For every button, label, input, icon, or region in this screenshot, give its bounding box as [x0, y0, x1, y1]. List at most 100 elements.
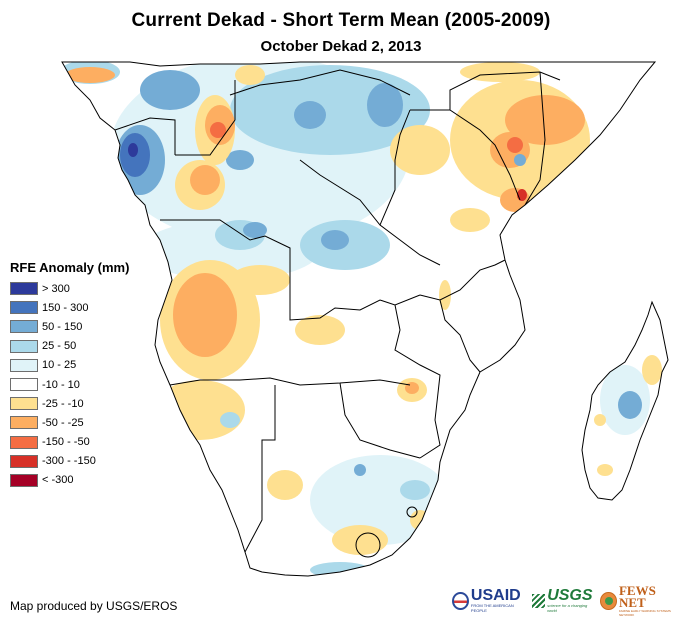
anomaly-patch: [597, 464, 613, 476]
legend-swatch: [10, 320, 38, 334]
border-line: [449, 71, 561, 110]
legend-swatch: [10, 416, 38, 430]
border-line: [524, 71, 546, 206]
anomaly-patch: [230, 265, 290, 295]
border-line: [379, 109, 411, 226]
legend-swatch: [10, 282, 38, 296]
legend-item: -25 - -10: [10, 394, 129, 413]
lesotho-border: [355, 532, 381, 558]
anomaly-patch: [226, 150, 254, 170]
anomaly-patch: [460, 62, 540, 82]
anomaly-layer-madagascar: [594, 355, 662, 476]
legend-swatch: [10, 435, 38, 449]
legend-label: -25 - -10: [42, 397, 84, 410]
anomaly-patch: [594, 414, 606, 426]
legend-item: 50 - 150: [10, 317, 129, 336]
usaid-seal-icon: [452, 592, 469, 610]
usgs-logo: USGS science for a changing world: [532, 587, 594, 613]
anomaly-patch: [220, 412, 240, 428]
usgs-tagline: science for a changing world: [547, 603, 588, 613]
border-line: [169, 377, 411, 386]
anomaly-patch: [505, 95, 585, 145]
anomaly-patch: [128, 143, 138, 157]
swaziland-border: [406, 506, 418, 518]
legend-label: -300 - -150: [42, 455, 96, 468]
anomaly-patch: [390, 125, 450, 175]
anomaly-patch: [310, 562, 370, 576]
legend-swatch: [10, 397, 38, 411]
map-title: Current Dekad - Short Term Mean (2005-20…: [131, 10, 551, 31]
border-line: [339, 382, 421, 459]
legend-label: 10 - 25: [42, 359, 77, 372]
usaid-logo: USAID FROM THE AMERICAN PEOPLE: [452, 587, 526, 613]
legend-label: -50 - -25: [42, 416, 84, 429]
anomaly-patch: [450, 208, 490, 232]
border-line: [394, 304, 441, 459]
legend-label: 25 - 50: [42, 340, 77, 353]
anomaly-patch: [405, 382, 419, 394]
anomaly-patch: [140, 70, 200, 110]
anomaly-layer-mainland: [62, 62, 590, 576]
border-line: [229, 69, 411, 96]
border-line: [439, 299, 481, 373]
legend-item: < -300: [10, 471, 129, 490]
legend-item: 10 - 25: [10, 356, 129, 375]
legend-label: > 300: [42, 282, 70, 295]
anomaly-patch: [243, 222, 267, 238]
anomaly-patch: [642, 355, 662, 385]
border-line: [114, 117, 176, 155]
usaid-name: USAID: [470, 587, 521, 604]
usaid-tagline: FROM THE AMERICAN PEOPLE: [470, 603, 514, 613]
legend-label: 150 - 300: [42, 301, 89, 314]
fewsnet-tagline: FAMINE EARLY WARNING SYSTEMS NETWORK: [618, 609, 671, 617]
usgs-name: USGS: [547, 587, 593, 604]
anomaly-patch: [354, 464, 366, 476]
legend-label: < -300: [42, 474, 74, 487]
anomaly-patch: [439, 280, 451, 310]
legend: RFE Anomaly (mm) > 300 150 - 300 50 - 150 2…: [10, 260, 129, 490]
legend-swatch: [10, 454, 38, 468]
anomaly-patch: [267, 470, 303, 500]
border-line: [175, 80, 236, 156]
anomaly-patch: [65, 67, 115, 83]
border-line: [244, 385, 276, 553]
anomaly-patch: [332, 525, 388, 555]
anomaly-patch: [514, 154, 526, 166]
globe-icon: [600, 592, 617, 610]
legend-label: -10 - 10: [42, 378, 80, 391]
anomaly-patch: [190, 165, 220, 195]
anomaly-patch: [155, 380, 245, 440]
legend-swatch: [10, 339, 38, 353]
anomaly-patch: [410, 510, 430, 530]
legend-item: -150 - -50: [10, 433, 129, 452]
legend-label: -150 - -50: [42, 436, 90, 449]
legend-item: 25 - 50: [10, 337, 129, 356]
credit-text: Map produced by USGS/EROS: [10, 599, 178, 613]
legend-item: -10 - 10: [10, 375, 129, 394]
logo-bar: USAID FROM THE AMERICAN PEOPLE USGS scie…: [452, 583, 682, 617]
usgs-wave-icon: [532, 594, 546, 608]
border-line: [410, 109, 521, 201]
fewsnet-name: FEWS NET: [618, 583, 656, 610]
country-borders: [61, 61, 669, 577]
anomaly-patch: [618, 391, 642, 419]
anomaly-patch: [173, 273, 237, 357]
anomaly-patch: [210, 122, 226, 138]
anomaly-patch: [400, 480, 430, 500]
anomaly-patch: [295, 315, 345, 345]
legend-item: > 300: [10, 279, 129, 298]
fewsnet-logo: FEWS NET FAMINE EARLY WARNING SYSTEMS NE…: [600, 583, 682, 617]
anomaly-patch: [235, 65, 265, 85]
legend-swatch: [10, 473, 38, 487]
legend-title: RFE Anomaly (mm): [10, 260, 130, 275]
anomaly-patch: [507, 137, 523, 153]
anomaly-patch: [367, 83, 403, 127]
map-subtitle: October Dekad 2, 2013: [260, 38, 422, 55]
legend-swatch: [10, 358, 38, 372]
anomaly-patch: [321, 230, 349, 250]
border-line: [160, 219, 421, 321]
anomaly-patch: [140, 220, 320, 280]
legend-item: -50 - -25: [10, 413, 129, 432]
anomaly-map: [61, 61, 669, 577]
anomaly-patch: [294, 101, 326, 129]
